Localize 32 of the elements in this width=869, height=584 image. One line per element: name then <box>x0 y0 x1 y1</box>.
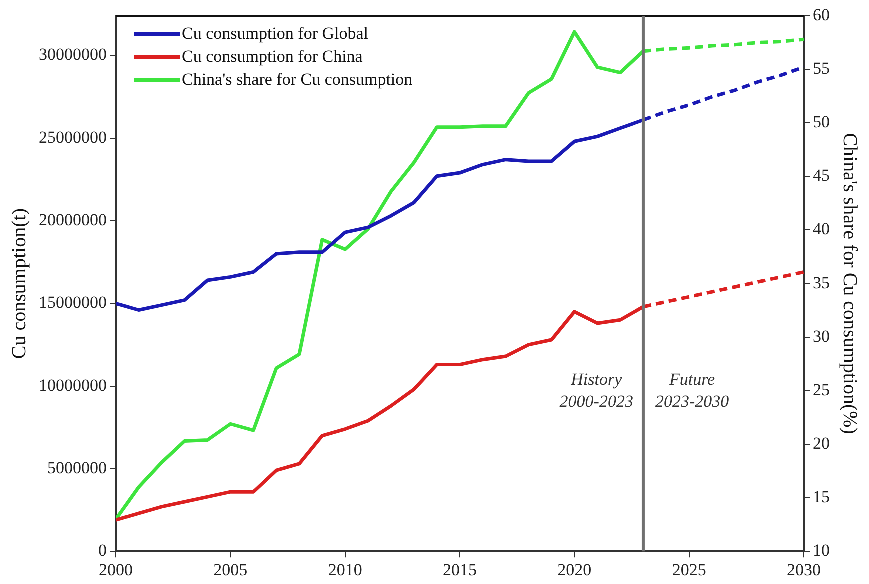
legend-label: China's share for Cu consumption <box>182 69 413 91</box>
y2-tick-label: 15 <box>813 488 830 507</box>
y2-tick-label: 20 <box>813 434 830 453</box>
legend-label: Cu consumption for Global <box>182 23 369 45</box>
y-tick-label: 30000000 <box>39 45 107 64</box>
y2-axis-title: China's share for Cu consumption(%) <box>838 133 861 434</box>
x-tick-label: 2010 <box>328 560 362 580</box>
x-tick-label: 2025 <box>672 560 706 580</box>
annotation: History 2000-2023 <box>560 369 634 414</box>
y2-tick-label: 55 <box>813 59 830 78</box>
y-axis-title: Cu consumption(t) <box>8 208 30 360</box>
y2-tick-label: 50 <box>813 112 830 132</box>
y-tick-label: 0 <box>98 541 107 560</box>
y2-tick-label: 45 <box>813 166 830 186</box>
x-tick-label: 2030 <box>787 560 821 580</box>
x-tick-label: 2015 <box>443 560 477 580</box>
y-tick-label: 20000000 <box>39 210 107 230</box>
x-tick-label: 2020 <box>558 560 592 580</box>
y-tick-label: 25000000 <box>39 128 107 147</box>
y2-tick-label: 40 <box>813 220 830 239</box>
legend-label: Cu consumption for China <box>182 46 363 68</box>
annotation: Future 2023-2030 <box>655 369 730 414</box>
x-tick-label: 2000 <box>99 560 133 580</box>
y2-tick-label: 60 <box>813 5 830 24</box>
x-tick-label: 2005 <box>214 560 248 580</box>
y2-tick-label: 10 <box>813 541 830 560</box>
y-tick-label: 10000000 <box>39 376 107 395</box>
y2-tick-label: 25 <box>813 380 830 400</box>
y2-tick-label: 30 <box>813 326 830 346</box>
y-tick-label: 15000000 <box>39 293 107 312</box>
y2-tick-label: 35 <box>813 273 830 292</box>
y-tick-label: 5000000 <box>48 458 107 478</box>
